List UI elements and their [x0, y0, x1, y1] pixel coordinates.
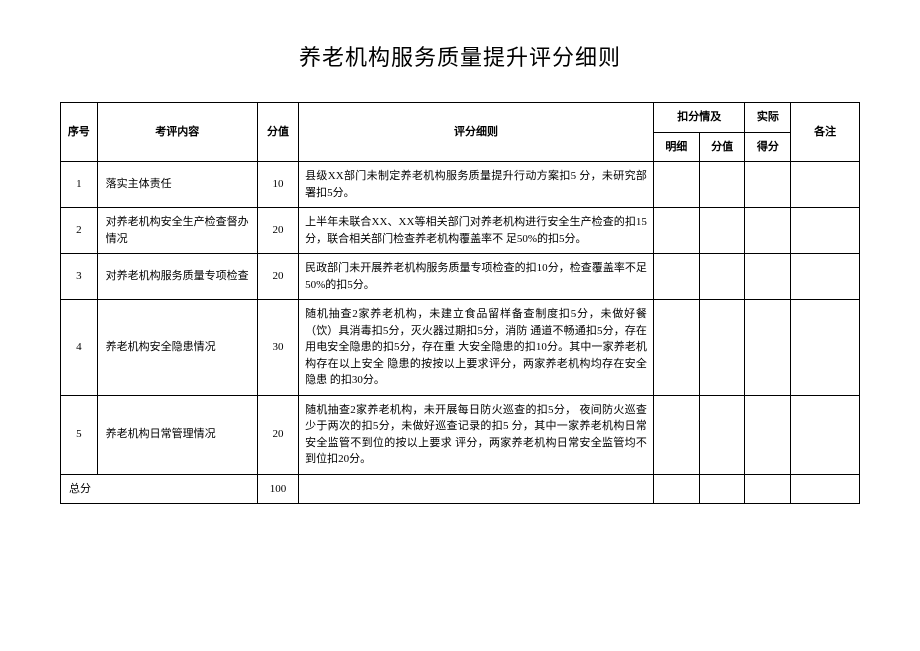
cell-empty: [653, 474, 699, 504]
table-total-row: 总分 100: [61, 474, 860, 504]
cell-score: 10: [257, 162, 298, 208]
cell-rule: 上半年未联合XX、XX等相关部门对养老机构进行安全生产检查的扣15分，联合相关部…: [299, 208, 654, 254]
table-row: 5 养老机构日常管理情况 20 随机抽查2家养老机构，未开展每日防火巡查的扣5分…: [61, 395, 860, 474]
cell-empty: [699, 474, 745, 504]
cell-rule: 随机抽查2家养老机构，未建立食品留样备查制度扣5分，未做好餐（饮）具消毒扣5分，…: [299, 300, 654, 396]
header-value: 分值: [699, 132, 745, 162]
cell-actual: [745, 300, 791, 396]
cell-seq: 2: [61, 208, 98, 254]
cell-detail: [653, 162, 699, 208]
cell-actual: [745, 395, 791, 474]
cell-actual: [745, 162, 791, 208]
cell-item: 落实主体责任: [97, 162, 257, 208]
cell-rule: 随机抽查2家养老机构，未开展每日防火巡查的扣5分， 夜间防火巡查少于两次的扣5分…: [299, 395, 654, 474]
cell-detail: [653, 300, 699, 396]
table-body: 1 落实主体责任 10 县级XX部门未制定养老机构服务质量提升行动方案扣5 分，…: [61, 162, 860, 504]
cell-detail: [653, 254, 699, 300]
header-item: 考评内容: [97, 103, 257, 162]
page-title: 养老机构服务质量提升评分细则: [60, 40, 860, 72]
cell-value: [699, 162, 745, 208]
cell-rule: 民政部门未开展养老机构服务质量专项检查的扣10分，检查覆盖率不足50%的扣5分。: [299, 254, 654, 300]
cell-seq: 1: [61, 162, 98, 208]
cell-item: 对养老机构服务质量专项检查: [97, 254, 257, 300]
header-actual-score: 得分: [745, 132, 791, 162]
cell-rule: 县级XX部门未制定养老机构服务质量提升行动方案扣5 分，未研究部署扣5分。: [299, 162, 654, 208]
cell-seq: 4: [61, 300, 98, 396]
cell-empty: [745, 474, 791, 504]
cell-actual: [745, 254, 791, 300]
header-note: 各注: [791, 103, 860, 162]
table-row: 4 养老机构安全隐患情况 30 随机抽查2家养老机构，未建立食品留样备查制度扣5…: [61, 300, 860, 396]
cell-detail: [653, 208, 699, 254]
cell-item: 养老机构安全隐患情况: [97, 300, 257, 396]
cell-empty: [299, 474, 654, 504]
cell-score: 20: [257, 395, 298, 474]
header-detail: 明细: [653, 132, 699, 162]
cell-note: [791, 162, 860, 208]
header-actual: 实际: [745, 103, 791, 133]
total-value: 100: [257, 474, 298, 504]
cell-seq: 5: [61, 395, 98, 474]
cell-note: [791, 395, 860, 474]
cell-score: 20: [257, 254, 298, 300]
table-row: 2 对养老机构安全生产检查督办情况 20 上半年未联合XX、XX等相关部门对养老…: [61, 208, 860, 254]
table-row: 1 落实主体责任 10 县级XX部门未制定养老机构服务质量提升行动方案扣5 分，…: [61, 162, 860, 208]
cell-detail: [653, 395, 699, 474]
cell-item: 对养老机构安全生产检查督办情况: [97, 208, 257, 254]
table-row: 3 对养老机构服务质量专项检查 20 民政部门未开展养老机构服务质量专项检查的扣…: [61, 254, 860, 300]
header-deduct-group: 扣分情及: [653, 103, 745, 133]
cell-note: [791, 254, 860, 300]
cell-note: [791, 208, 860, 254]
header-score: 分值: [257, 103, 298, 162]
cell-score: 20: [257, 208, 298, 254]
cell-item: 养老机构日常管理情况: [97, 395, 257, 474]
cell-score: 30: [257, 300, 298, 396]
cell-actual: [745, 208, 791, 254]
cell-value: [699, 395, 745, 474]
cell-empty: [791, 474, 860, 504]
cell-value: [699, 300, 745, 396]
cell-value: [699, 208, 745, 254]
cell-value: [699, 254, 745, 300]
cell-seq: 3: [61, 254, 98, 300]
header-rule: 评分细则: [299, 103, 654, 162]
scoring-table: 序号 考评内容 分值 评分细则 扣分情及 实际 各注 明细 分值 得分 1 落实…: [60, 102, 860, 504]
total-label: 总分: [61, 474, 258, 504]
cell-note: [791, 300, 860, 396]
header-seq: 序号: [61, 103, 98, 162]
